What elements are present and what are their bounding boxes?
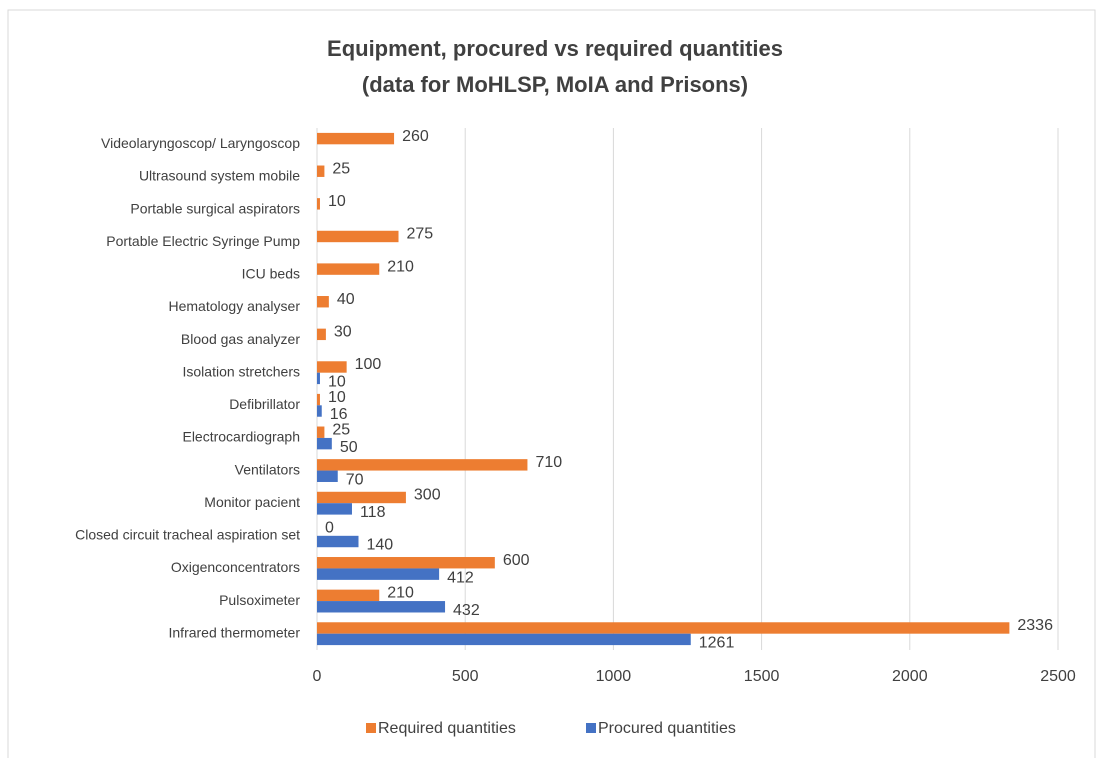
y-tick-label: Monitor pacient [204,494,300,510]
bar [317,633,691,646]
bar [317,568,440,580]
data-label: 100 [355,356,382,373]
data-label: 2336 [1017,617,1053,634]
data-label: 412 [447,569,474,586]
y-tick-label: Isolation stretchers [183,363,301,379]
bar [317,601,446,613]
chart-title: (data for MoHLSP, MoIA and Prisons) [362,72,748,97]
legend-swatch [586,723,596,733]
bar [317,470,338,482]
data-label: 25 [332,421,350,438]
bar [317,589,380,602]
x-tick-label: 2000 [892,668,928,685]
data-label: 432 [453,602,480,619]
bar [317,459,528,471]
x-tick-label: 2500 [1040,668,1076,685]
y-tick-label: ICU beds [242,266,300,282]
x-tick-label: 1000 [596,668,632,685]
bar [317,393,320,406]
data-label: 140 [366,537,393,554]
data-label: 275 [407,226,434,243]
bar [317,230,399,243]
legend-label: Required quantities [378,720,516,737]
bar [317,491,406,504]
x-tick-label: 1500 [744,668,780,685]
x-tick-label: 0 [313,668,322,685]
data-label: 16 [330,406,348,423]
bar [317,132,395,145]
bar [317,263,380,275]
bar [317,361,347,373]
data-label: 600 [503,552,530,569]
data-label: 25 [332,160,350,177]
y-tick-label: Hematology analyser [168,298,300,314]
y-tick-label: Oxigenconcentrators [171,559,300,575]
bar [317,437,332,450]
legend-swatch [366,723,376,733]
data-label: 710 [535,454,562,471]
bar [317,426,325,438]
chart-frame [7,9,1096,758]
bar [317,296,329,308]
bar [317,405,322,417]
bar [317,503,352,515]
bar [317,535,359,548]
chart-title: Equipment, procured vs required quantiti… [327,36,783,61]
bar [317,372,320,385]
bar [317,328,326,341]
data-label: 10 [328,374,346,391]
y-tick-label: Closed circuit tracheal aspiration set [75,527,300,543]
data-label: 118 [360,504,386,521]
y-tick-label: Defibrillator [229,396,300,412]
data-label: 300 [414,487,441,504]
data-label: 40 [337,291,355,308]
bar [317,198,320,210]
data-label: 0 [325,519,334,536]
y-tick-label: Ultrasound system mobile [139,168,300,184]
y-tick-label: Infrared thermometer [169,624,301,640]
data-label: 10 [328,389,346,406]
y-tick-label: Blood gas analyzer [181,331,300,347]
data-label: 210 [387,258,414,275]
data-label: 260 [402,128,429,145]
data-label: 210 [387,585,414,602]
data-label: 50 [340,439,358,456]
y-tick-label: Electrocardiograph [182,429,300,445]
x-tick-label: 500 [452,668,479,685]
bar [317,622,1010,634]
bar [317,557,495,569]
bar [317,165,325,177]
data-label: 10 [328,193,346,210]
y-tick-label: Ventilators [235,461,300,477]
y-tick-label: Pulsoximeter [219,592,300,608]
y-tick-label: Portable Electric Syringe Pump [106,233,300,249]
data-label: 1261 [699,635,735,652]
y-tick-label: Portable surgical aspirators [130,200,300,216]
data-label: 30 [334,324,352,341]
legend-label: Procured quantities [598,720,736,737]
y-tick-label: Videolaryngoscop/ Laryngoscop [101,135,300,151]
data-label: 70 [346,471,364,488]
